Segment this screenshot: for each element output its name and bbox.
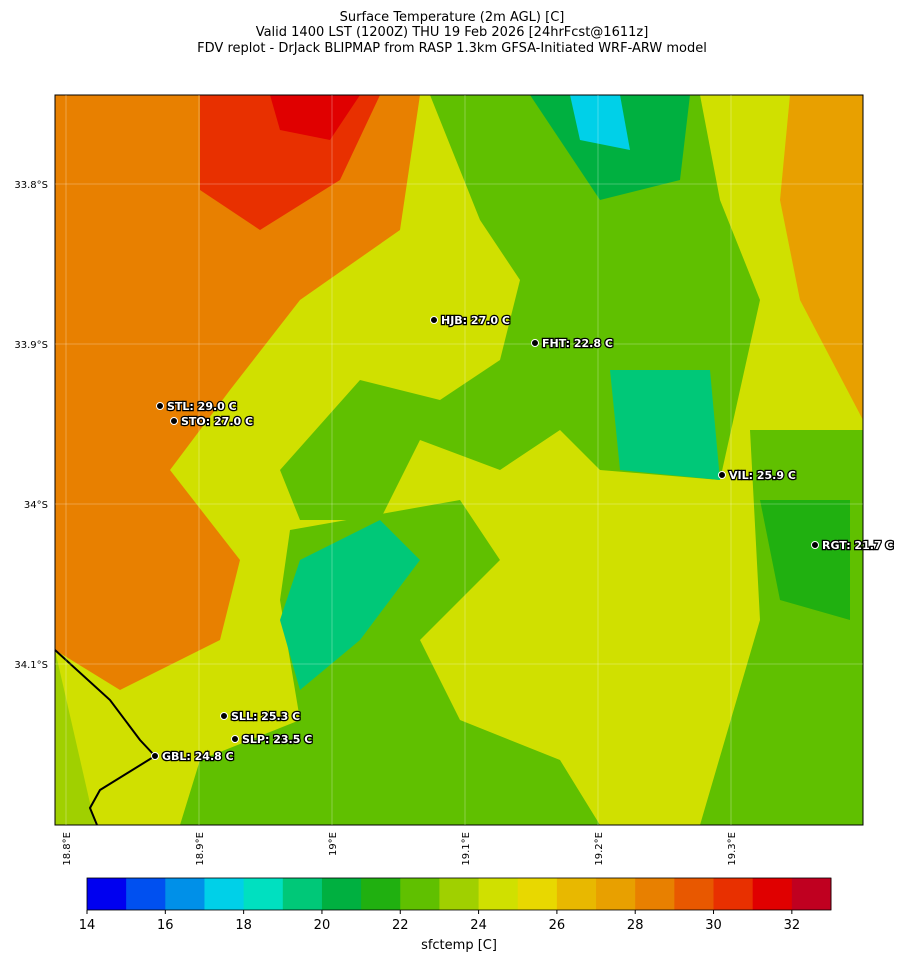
station-dot <box>811 541 819 549</box>
colorbar-tick-label: 30 <box>705 918 722 933</box>
colorbar-swatch <box>791 878 832 910</box>
field-cool-south <box>280 520 420 690</box>
colorbar-frame <box>86 877 832 911</box>
map-field <box>54 94 864 826</box>
station-label: SLL: 25.3 C <box>231 710 300 723</box>
colorbar-swatch <box>165 878 205 910</box>
colorbar-swatch <box>596 878 636 910</box>
station-label: SLP: 23.5 C <box>242 733 312 746</box>
station-label: FHT: 22.8 C <box>542 337 613 350</box>
colorbar-swatch <box>87 878 127 910</box>
lon-label: 19.1°E <box>461 832 472 866</box>
lat-label: 34°S <box>24 500 48 511</box>
station-label: STO: 27.0 C <box>181 415 253 428</box>
map-frame <box>54 94 864 826</box>
colorbar-tick-label: 14 <box>79 918 96 933</box>
colorbar-tick-label: 32 <box>784 918 801 933</box>
field-coast <box>55 650 95 825</box>
field-cool <box>530 95 690 200</box>
field-hottest <box>270 95 360 140</box>
field-coolest <box>570 95 630 150</box>
title-line: Valid 1400 LST (1200Z) THU 19 Feb 2026 [… <box>256 25 649 40</box>
colorbar-swatch <box>282 878 323 910</box>
station-dot <box>151 752 159 760</box>
station-dot <box>156 402 164 410</box>
colorbar-tick-label: 28 <box>627 918 644 933</box>
colorbar-label: sfctemp [C] <box>421 938 497 953</box>
station-label: HJB: 27.0 C <box>441 314 510 327</box>
field-cool-east <box>760 500 850 620</box>
colorbar-tick-label: 26 <box>549 918 566 933</box>
colorbar-swatch <box>243 878 284 910</box>
lon-label: 18.8°E <box>62 832 73 866</box>
colorbar-swatch <box>126 878 166 910</box>
station-label: RGT: 21.7 C <box>822 539 893 552</box>
lon-label: 18.9°E <box>195 832 206 866</box>
station-label: VIL: 25.9 C <box>729 469 796 482</box>
colorbar-swatch <box>635 878 675 910</box>
colorbar-tick-label: 24 <box>470 918 487 933</box>
colorbar-swatch <box>478 878 519 910</box>
colorbar-tick-label: 20 <box>314 918 331 933</box>
station-dot <box>718 471 726 479</box>
lat-label: 33.9°S <box>14 340 48 351</box>
colorbar-swatch <box>556 878 597 910</box>
station-dot <box>220 712 228 720</box>
station-dot <box>430 316 438 324</box>
colorbar-swatch <box>400 878 440 910</box>
colorbar-tick-label: 18 <box>235 918 252 933</box>
lon-label: 19.3°E <box>727 832 738 866</box>
colorbar-swatch <box>361 878 401 910</box>
field-cool-2 <box>610 370 720 480</box>
station-dot <box>531 339 539 347</box>
station-label: GBL: 24.8 C <box>162 750 234 763</box>
title-line: FDV replot - DrJack BLIPMAP from RASP 1.… <box>197 41 707 56</box>
lon-label: 19°E <box>328 832 339 856</box>
field-green-south <box>180 500 600 825</box>
field-warm-east <box>780 95 863 420</box>
station-label: STL: 29.0 C <box>167 400 237 413</box>
colorbar-swatch <box>713 878 754 910</box>
station-dot <box>170 417 178 425</box>
colorbar-swatch <box>517 878 558 910</box>
lon-label: 19.2°E <box>594 832 605 866</box>
title-line: Surface Temperature (2m AGL) [C] <box>340 10 565 25</box>
colorbar-swatch <box>321 878 362 910</box>
station-dot <box>231 735 239 743</box>
lat-label: 34.1°S <box>14 660 48 671</box>
titles: Surface Temperature (2m AGL) [C] Valid 1… <box>197 10 707 56</box>
colorbar-swatch <box>439 878 480 910</box>
colorbar-swatch <box>204 878 245 910</box>
colorbar-swatch <box>752 878 793 910</box>
lat-label: 33.8°S <box>14 180 48 191</box>
field-warm <box>55 95 420 690</box>
colorbar-tick-label: 16 <box>157 918 174 933</box>
colorbar-swatch <box>674 878 715 910</box>
colorbar-tick-label: 22 <box>392 918 409 933</box>
